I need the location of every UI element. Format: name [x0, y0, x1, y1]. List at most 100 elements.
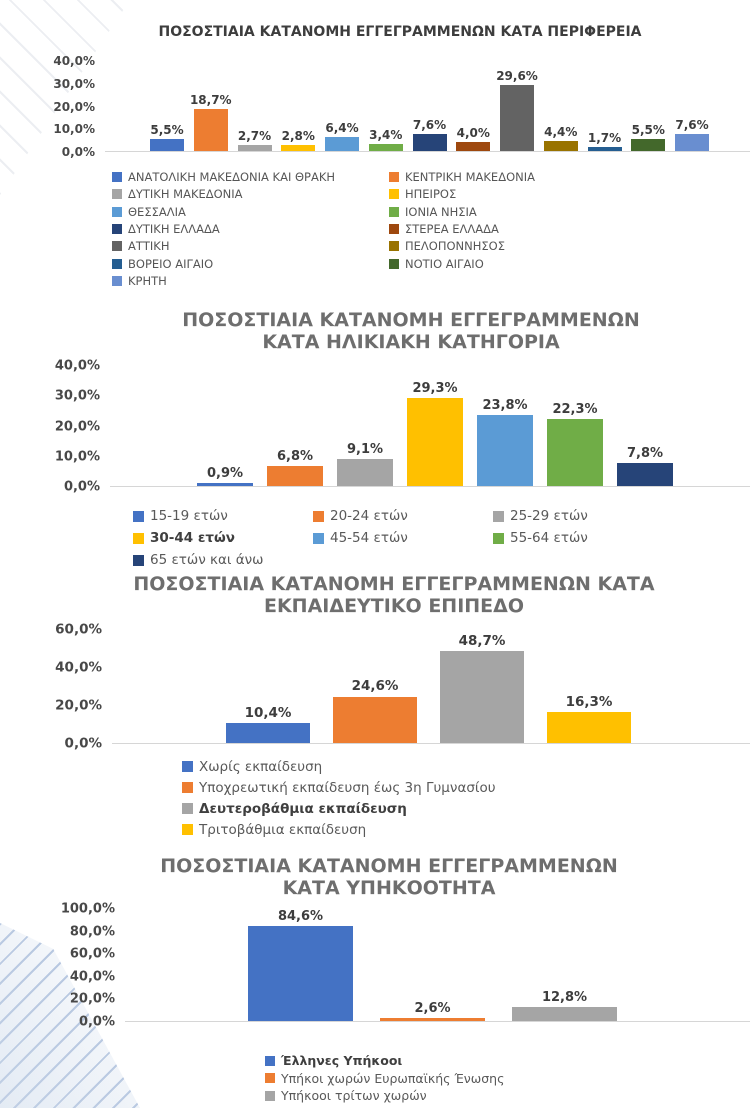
bar — [412, 134, 447, 152]
bar-group: 7,8% — [617, 366, 673, 487]
legend-swatch — [313, 532, 324, 544]
bar-group: 29,3% — [407, 366, 463, 487]
legend: Έλληνες Υπήκοοι Υπήκοι χωρών Ευρωπαϊκής Έ… — [0, 1052, 750, 1105]
bar — [380, 1018, 485, 1022]
bar-value-label: 29,6% — [496, 68, 538, 83]
legend-label: 20-24 ετών — [330, 508, 408, 525]
legend-item: ΚΕΝΤΡΙΚΗ ΜΑΚΕΔΟΝΙΑ — [389, 170, 750, 184]
bar-value-label: 0,9% — [206, 466, 244, 482]
legend-swatch — [182, 761, 193, 773]
bar — [237, 145, 272, 152]
legend-item: ΗΠΕΙΡΟΣ — [389, 187, 750, 201]
legend-label: Έλληνες Υπήκοοι — [281, 1053, 403, 1069]
bar-group: 7,6% — [412, 61, 447, 152]
bar-value-label: 6,4% — [325, 120, 359, 135]
legend-item: Υποχρεωτική εκπαίδευση έως 3η Γυμνασίου — [182, 780, 750, 796]
bar-value-label: 18,7% — [189, 93, 232, 108]
legend-item: Χωρίς εκπαίδευση — [182, 759, 750, 775]
y-axis-tick-label: 20,0% — [54, 419, 100, 435]
y-axis-tick-label: 80,0% — [69, 924, 115, 940]
bar-value-label: 9,1% — [346, 441, 384, 457]
bar — [193, 109, 228, 152]
bar-group: 18,7% — [190, 61, 232, 152]
y-axis-tick-label: 40,0% — [69, 969, 115, 985]
bar — [456, 142, 491, 152]
bar — [150, 138, 184, 152]
bar-value-label: 3,4% — [369, 127, 403, 142]
chart-registrants-by-education: ΠΟΣΟΣΤΙΑΙΑ ΚΑΤΑΝΟΜΗ ΕΓΓΕΓΡΑΜΜΕΝΩΝ ΚΑΤΑ Ε… — [0, 573, 750, 840]
y-axis-tick-label: 40,0% — [53, 54, 95, 69]
y-axis-tick-label: 20,0% — [69, 991, 115, 1007]
legend-label: Χωρίς εκπαίδευση — [199, 758, 323, 775]
bar-group: 5,5% — [150, 61, 184, 152]
bar-group: 3,4% — [368, 61, 403, 152]
bar-value-label: 23,8% — [482, 397, 528, 413]
bar-group: 84,6% — [248, 909, 353, 1022]
bar — [325, 136, 359, 152]
legend-item: 65 ετών και άνω — [133, 552, 313, 568]
legend-label: 55-64 ετών — [510, 530, 588, 547]
y-axis-tick-label: 0,0% — [63, 479, 100, 495]
bar-value-label: 4,4% — [544, 125, 578, 140]
legend-label: 15-19 ετών — [150, 508, 228, 525]
bar-group: 48,7% — [440, 630, 524, 744]
bar-group: 6,4% — [325, 61, 359, 152]
legend-swatch — [265, 1090, 275, 1101]
y-axis: 100,0% 80,0% 60,0% 40,0% 20,0% 0,0% — [0, 903, 125, 1029]
y-axis-tick-label: 100,0% — [60, 901, 115, 917]
bar-group: 4,0% — [456, 61, 491, 152]
legend-swatch — [133, 510, 144, 522]
legend-item: ΑΝΑΤΟΛΙΚΗ ΜΑΚΕΔΟΝΙΑ ΚΑΙ ΘΡΑΚΗ — [112, 170, 389, 184]
bar-group: 22,3% — [547, 366, 603, 487]
bar — [675, 134, 709, 152]
legend-label: ΗΠΕΙΡΟΣ — [405, 187, 457, 202]
legend-item: ΙΟΝΙΑ ΝΗΣΙΑ — [389, 205, 750, 219]
legend-swatch — [389, 189, 399, 200]
bar-value-label: 7,6% — [412, 118, 447, 133]
legend-label: ΘΕΣΣΑΛΙΑ — [128, 204, 186, 219]
legend-label: ΑΝΑΤΟΛΙΚΗ ΜΑΚΕΔΟΝΙΑ ΚΑΙ ΘΡΑΚΗ — [128, 169, 336, 184]
bar — [267, 465, 323, 487]
legend: 15-19 ετών 20-24 ετών 25-29 ετών 30-44 ετών… — [0, 505, 750, 571]
legend-label: 30-44 ετών — [150, 530, 235, 547]
legend-swatch — [133, 532, 144, 544]
bar — [337, 458, 393, 487]
legend-item: ΝΟΤΙΟ ΑΙΓΑΙΟ — [389, 257, 750, 271]
legend: Χωρίς εκπαίδευση Υποχρεωτική εκπαίδευση έ… — [0, 756, 750, 840]
legend-label: ΚΡΗΤΗ — [128, 274, 167, 289]
bar-value-label: 2,8% — [281, 128, 315, 143]
bar-group: 1,7% — [587, 61, 622, 152]
plot-area: 10,4% 24,6% 48,7% 16,3% — [112, 630, 750, 745]
legend-label: ΚΕΝΤΡΙΚΗ ΜΑΚΕΔΟΝΙΑ — [405, 169, 535, 184]
legend-label: ΣΤΕΡΕΑ ΕΛΛΑΔΑ — [405, 222, 499, 237]
legend-item: ΠΕΛΟΠΟΝΝΗΣΟΣ — [389, 239, 750, 253]
bar-group: 16,3% — [547, 630, 631, 744]
legend-swatch — [182, 803, 193, 815]
bar-group: 2,8% — [281, 61, 316, 152]
y-axis-tick-label: 40,0% — [55, 659, 102, 676]
legend-swatch — [265, 1073, 275, 1084]
legend-swatch — [133, 554, 144, 566]
legend-item: ΘΕΣΣΑΛΙΑ — [112, 205, 389, 219]
legend-item: ΒΟΡΕΙΟ ΑΙΓΑΙΟ — [112, 257, 389, 271]
plot-row: 60,0% 40,0% 20,0% 0,0% 10,4% 24,6% 48,7% 16,3% — [0, 623, 750, 750]
bar — [500, 84, 534, 152]
bar-value-label: 5,5% — [150, 122, 184, 137]
bar-value-label: 10,4% — [244, 704, 292, 721]
bar — [512, 1006, 617, 1022]
y-axis-tick-label: 10,0% — [53, 122, 95, 137]
bar-group: 6,8% — [267, 366, 323, 487]
legend-swatch — [182, 824, 193, 836]
legend-swatch — [313, 510, 324, 522]
legend-swatch — [112, 276, 122, 287]
bar — [407, 398, 463, 487]
legend-label: 45-54 ετών — [330, 530, 408, 547]
y-axis-tick-label: 40,0% — [54, 358, 100, 374]
legend-item: ΚΡΗΤΗ — [112, 274, 389, 288]
plot-area: 0,9% 6,8% 9,1% 29,3% 23,8% 22,3% 7,8% — [110, 366, 750, 488]
bar-value-label: 2,6% — [414, 1001, 451, 1017]
bar — [547, 712, 631, 744]
bar — [477, 414, 533, 487]
legend-item: ΑΤΤΙΚΗ — [112, 239, 389, 253]
